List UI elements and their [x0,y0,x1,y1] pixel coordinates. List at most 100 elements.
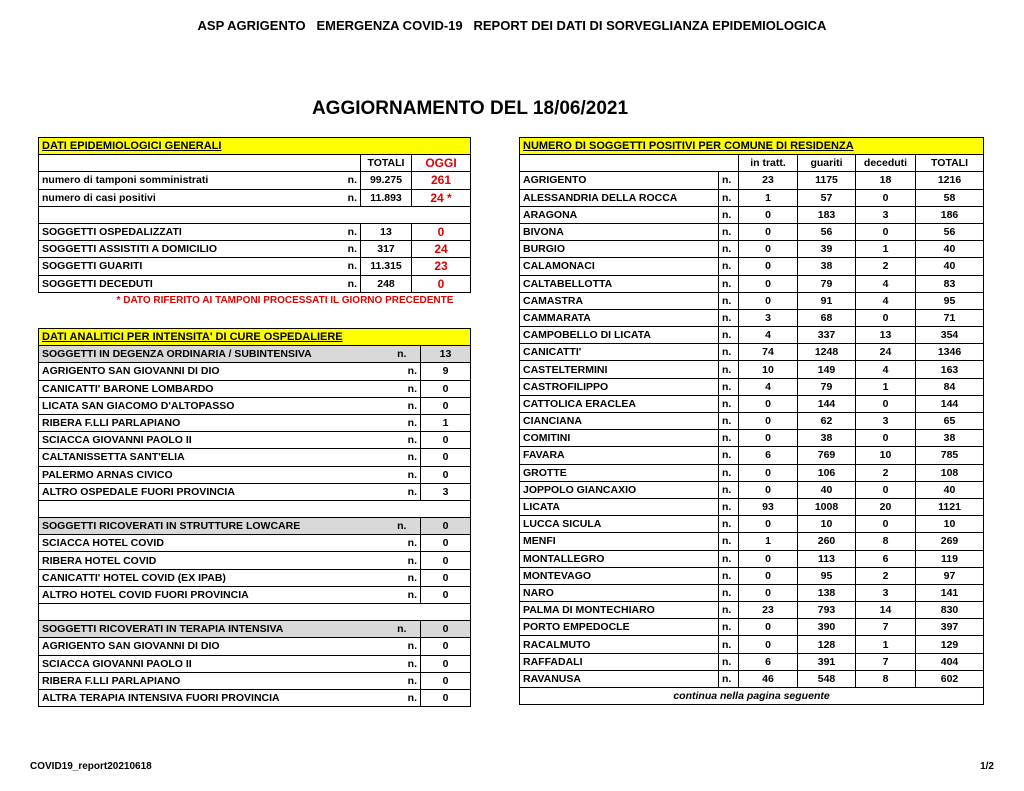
row-label: ALTRO HOTEL COVID FUORI PROVINCIA [38,585,384,605]
unit: n. [718,240,739,259]
count: 0 [855,308,916,328]
table-row: GROTTE n. 0 106 2 108 [519,463,985,482]
today: 0 [410,274,472,293]
unit: n. [383,637,421,656]
unit: n. [718,343,739,362]
count: 71 [914,308,985,328]
today: 24 * [410,188,472,207]
row-label: RIBERA HOTEL COVID [38,551,384,570]
unit: n. [383,568,421,587]
count: 1 [738,532,798,551]
cell [38,154,361,173]
table-title: NUMERO DI SOGGETTI POSITIVI PER COMUNE D… [518,136,985,156]
count: 74 [738,343,798,362]
continuation-note: continua nella pagina seguente [518,686,985,706]
unit: n. [383,431,421,450]
table-row: RACALMUTO n. 0 128 1 129 [519,635,985,654]
table-row: CAMPOBELLO DI LICATA n. 4 337 13 354 [519,326,985,345]
count: 0 [855,188,916,207]
title-row: DATI ANALITICI PER INTENSITA' DI CURE OS… [37,327,472,347]
count: 548 [797,669,856,689]
row-label: PALERMO ARNAS CIVICO [38,465,384,484]
table-row: SCIACCA GIOVANNI PAOLO II n. 0 [38,431,472,450]
unit: n. [383,585,421,605]
value: 0 [419,654,472,673]
municipality: BURGIO [519,240,719,259]
count: 4 [855,291,916,310]
value: 0 [419,534,472,553]
value: 0 [419,551,472,570]
count: 0 [855,394,916,414]
unit: n. [718,291,739,310]
unit: n. [718,274,739,293]
count: 7 [855,652,916,671]
hospital-table: DATI ANALITICI PER INTENSITA' DI CURE OS… [37,327,472,708]
table-row: SCIACCA GIOVANNI PAOLO II n. 0 [38,654,472,673]
count: 1121 [914,497,985,517]
count: 128 [797,635,856,654]
count: 1175 [797,171,856,190]
row-label: numero di tamponi somministrati [38,171,339,190]
unit: n. [338,240,361,259]
total: 11.315 [360,257,412,276]
count: 0 [855,480,916,499]
count: 1 [855,240,916,259]
count: 68 [797,308,856,328]
value: 0 [419,379,472,398]
column-header: TOTALI [360,154,412,173]
count: 0 [738,480,798,499]
municipality: CIANCIANA [519,411,719,431]
table-row: CANICATTI' n. 74 1248 24 1346 [519,343,985,362]
column-header: OGGI [410,154,472,173]
count: 2 [855,566,916,585]
table-row: AGRIGENTO SAN GIOVANNI DI DIO n. 0 [38,637,472,656]
municipality: ARAGONA [519,205,719,224]
count: 62 [797,411,856,431]
table-row: RIBERA HOTEL COVID n. 0 [38,551,472,570]
unit: n. [718,171,739,190]
footnote: * DATO RIFERITO AI TAMPONI PROCESSATI IL… [116,295,454,306]
count: 56 [914,222,985,242]
unit: n. [383,671,421,690]
municipality: CAMMARATA [519,308,719,328]
count: 46 [738,669,798,689]
count: 769 [797,446,856,465]
table-row: PALMA DI MONTECHIARO n. 23 793 14 830 [519,601,985,620]
count: 14 [855,601,916,620]
municipality: CAMPOBELLO DI LICATA [519,326,719,345]
municipality: ALESSANDRIA DELLA ROCCA [519,188,719,207]
row-label: CANICATTI' BARONE LOMBARDO [38,379,384,398]
count: 830 [914,601,985,620]
cell [37,205,472,224]
unit: n. [718,429,739,448]
count: 0 [738,463,798,482]
unit: n. [383,362,421,381]
count: 0 [738,222,798,242]
count: 83 [914,274,985,293]
count: 40 [914,240,985,259]
count: 58 [914,188,985,207]
municipality: CASTROFILIPPO [519,377,719,396]
count: 84 [914,377,985,396]
table-row: PALERMO ARNAS CIVICO n. 0 [38,465,472,484]
count: 10 [914,515,985,534]
today: 261 [410,171,472,190]
table-row: LICATA SAN GIACOMO D'ALTOPASSO n. 0 [38,396,472,415]
value: 0 [419,585,472,605]
count: 8 [855,669,916,689]
count: 3 [855,205,916,224]
table-row: AGRIGENTO n. 23 1175 18 1216 [519,171,985,190]
file-name: COVID19_report20210618 [30,761,152,772]
count: 57 [797,188,856,207]
count: 4 [855,360,916,379]
page-number: 1/2 [980,761,994,772]
unit: n. [718,480,739,499]
municipality: COMITINI [519,429,719,448]
table-row: numero di tamponi somministrati n. 99.275 2… [38,171,472,190]
count: 108 [914,463,985,482]
table-row: FAVARA n. 6 769 10 785 [519,446,985,465]
count: 95 [914,291,985,310]
count: 390 [797,618,856,637]
count: 65 [914,411,985,431]
